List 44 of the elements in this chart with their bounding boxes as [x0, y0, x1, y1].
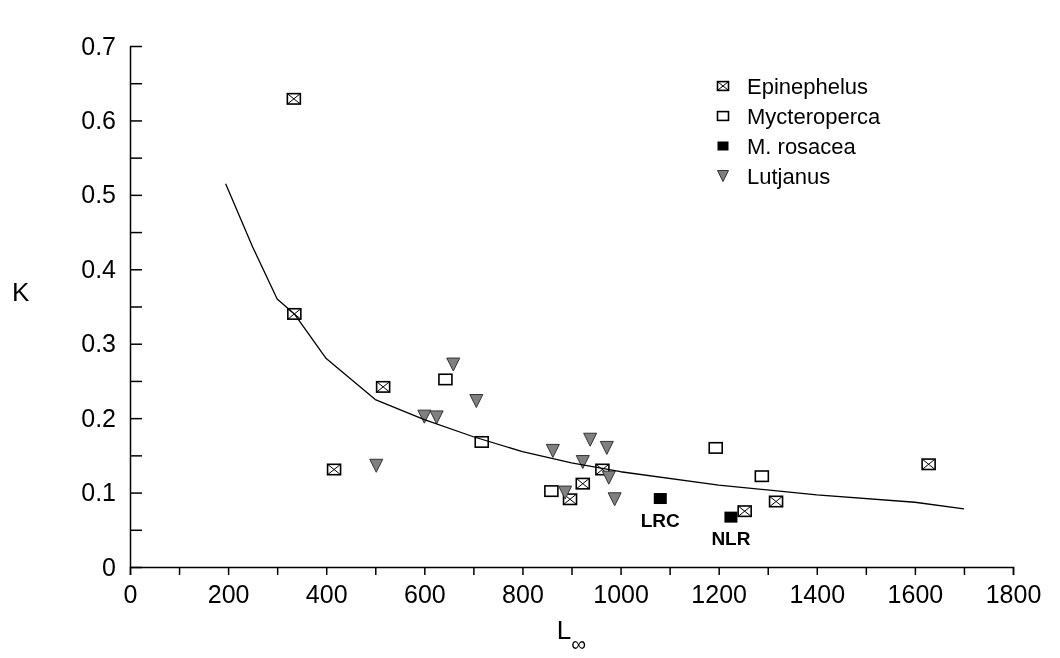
point [429, 410, 444, 425]
y-tick-label: 0 [102, 552, 116, 581]
legend-label: Epinephelus [747, 74, 869, 99]
y-axis-title: K [12, 276, 30, 307]
y-tick-label: 0.3 [81, 329, 116, 358]
point [369, 458, 384, 473]
point [558, 485, 573, 500]
point [754, 470, 770, 483]
point [575, 455, 590, 470]
point [601, 470, 616, 485]
x-tick-label: 1200 [691, 579, 747, 608]
point [469, 394, 484, 409]
point [607, 492, 622, 507]
point [599, 440, 614, 455]
point [653, 493, 667, 505]
annotation: LRC [640, 509, 681, 531]
x-tick-label: 1400 [789, 579, 846, 608]
y-tick-label: 0.7 [81, 31, 116, 60]
point [583, 432, 598, 447]
x-tick-label: 1600 [887, 579, 944, 608]
x-tick-label: 1800 [985, 579, 1042, 608]
legend-label: M. rosacea [747, 134, 857, 159]
y-tick-label: 0.5 [81, 180, 116, 209]
x-axis-title: L$_{∞}$ [556, 615, 587, 655]
annotation: NLR [711, 528, 751, 550]
point [446, 357, 461, 372]
x-tick-label: 200 [207, 579, 250, 608]
y-tick-label: 0.6 [81, 105, 116, 134]
x-tick-label: 0 [123, 579, 138, 608]
x-tick-label: 800 [502, 579, 544, 608]
point [544, 485, 559, 498]
point [417, 409, 432, 424]
legend-label: Lutjanus [747, 164, 831, 189]
y-tick-label: 0.2 [81, 403, 116, 432]
x-tick-label: 1000 [593, 579, 649, 608]
y-tick-label: 0.4 [81, 254, 117, 283]
x-tick-label: 400 [305, 579, 348, 608]
point [545, 443, 560, 458]
point [438, 373, 453, 386]
y-tick-label: 0.1 [81, 478, 116, 507]
point [724, 511, 738, 523]
legend-label: Mycteroperca [747, 104, 882, 129]
x-tick-label: 600 [403, 579, 446, 608]
point [708, 441, 724, 454]
